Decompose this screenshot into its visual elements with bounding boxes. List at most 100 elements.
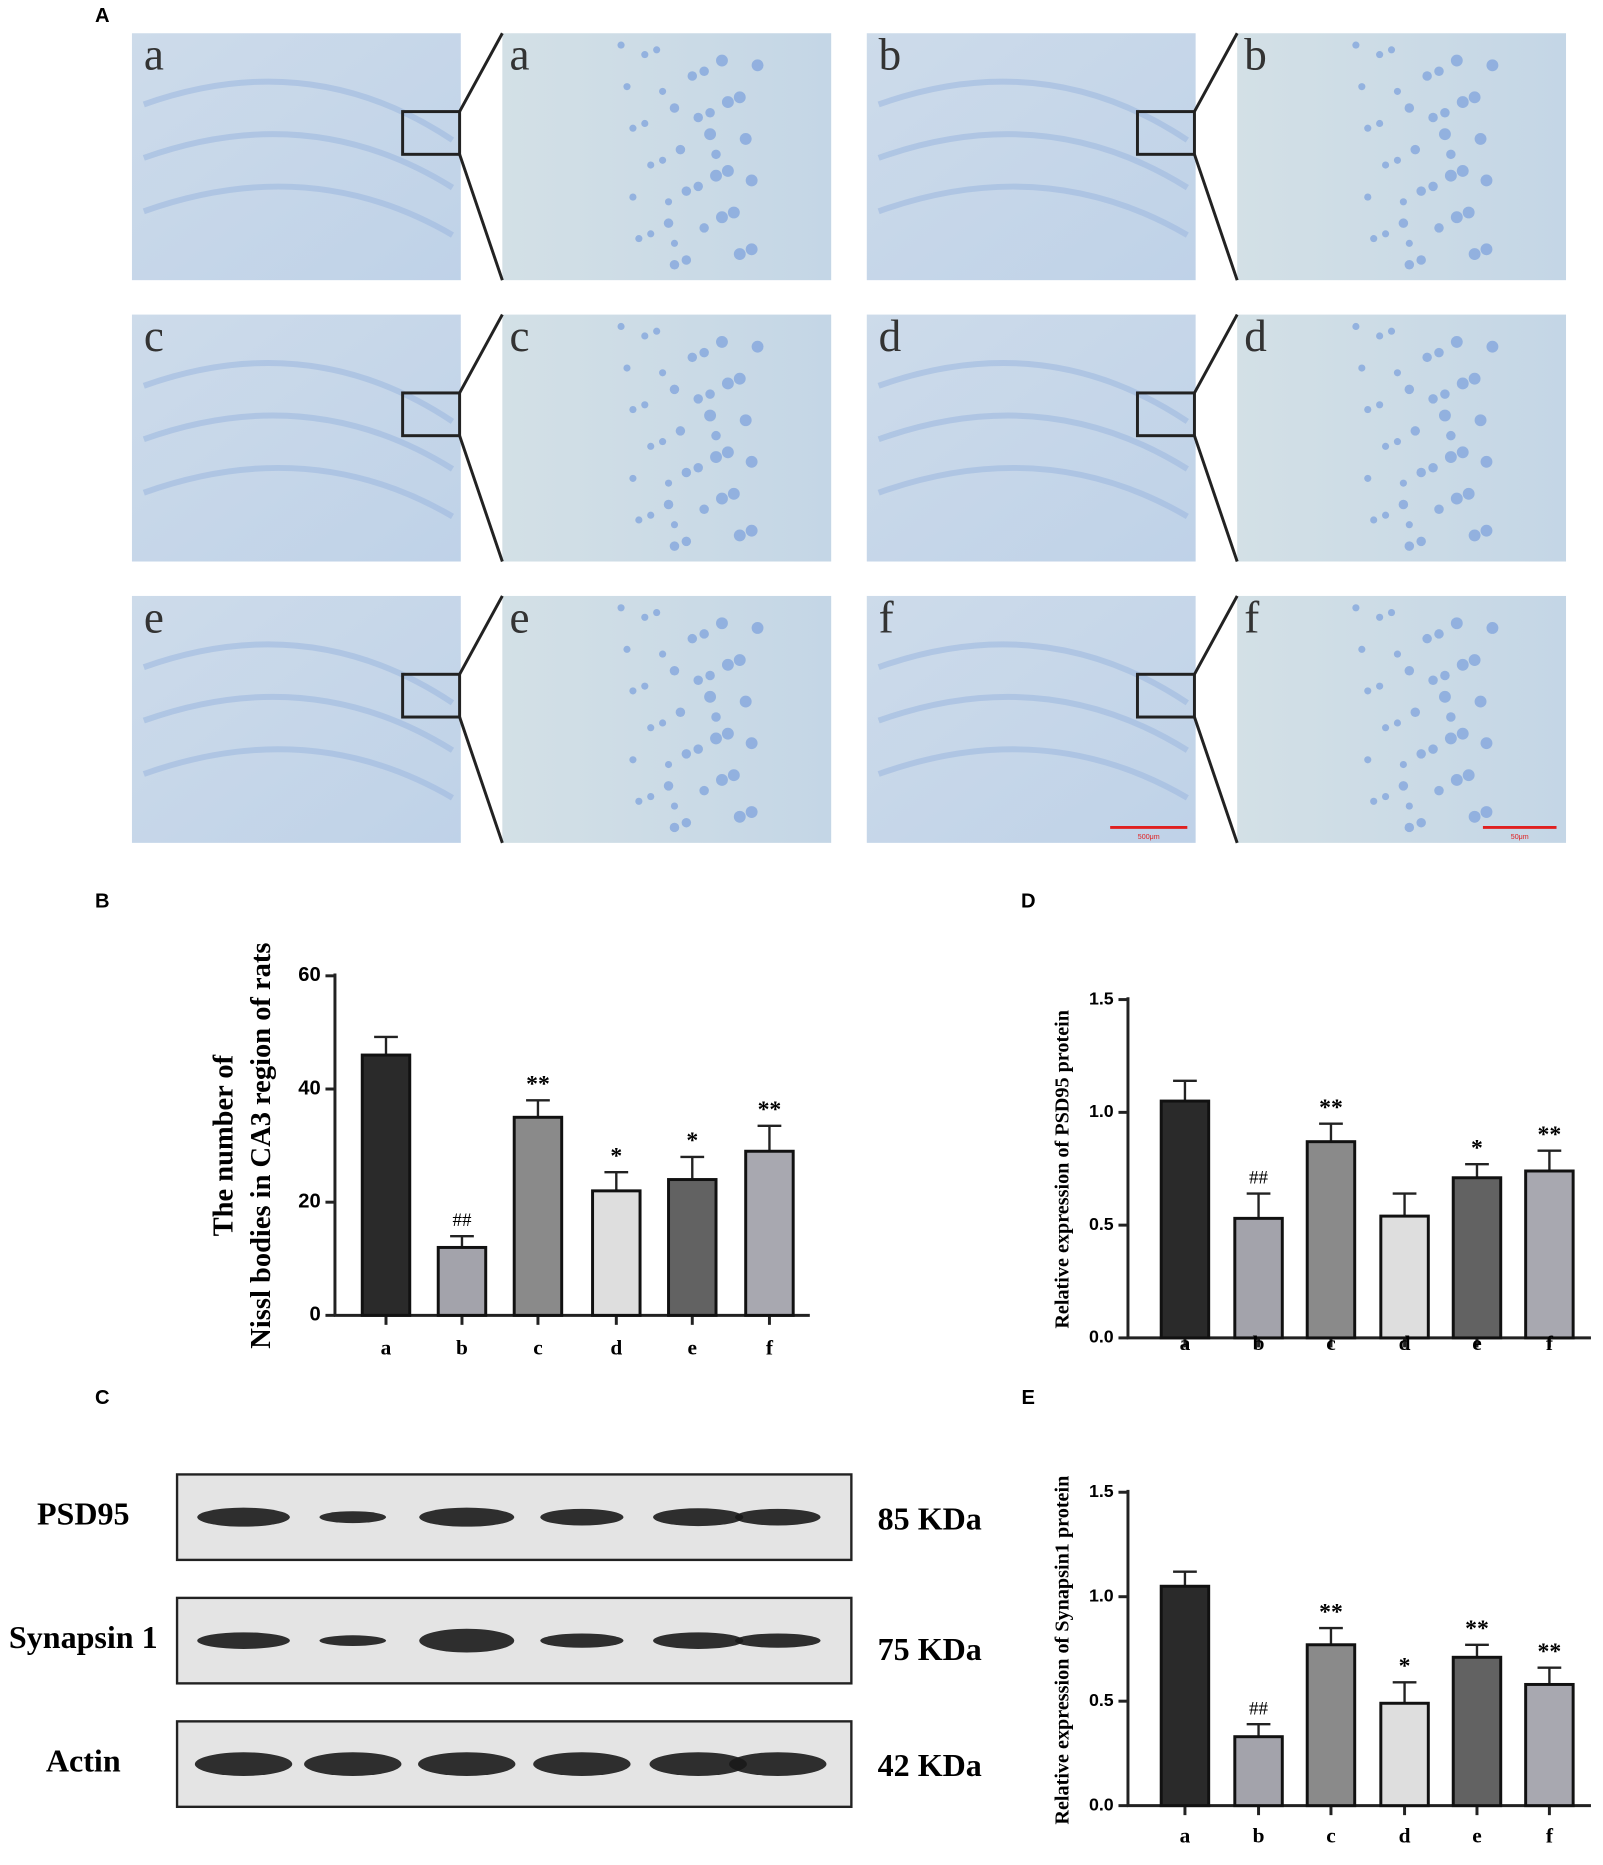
blot-band bbox=[419, 1507, 515, 1527]
cell bbox=[1434, 504, 1444, 515]
bar bbox=[1524, 1682, 1575, 1808]
cell bbox=[1376, 51, 1384, 59]
cell bbox=[1440, 670, 1450, 681]
cell bbox=[699, 223, 709, 233]
cell bbox=[710, 451, 722, 463]
cell bbox=[1480, 524, 1493, 537]
cell bbox=[1404, 541, 1415, 551]
cell bbox=[1393, 87, 1402, 95]
image-label: a bbox=[144, 30, 164, 80]
cell bbox=[1444, 732, 1457, 745]
cell bbox=[1450, 617, 1463, 630]
scale-bar-label: 500μm bbox=[1138, 833, 1160, 841]
overview-image bbox=[131, 595, 461, 843]
cell bbox=[1382, 793, 1390, 801]
blot-band bbox=[540, 1508, 624, 1526]
cell bbox=[1468, 91, 1481, 104]
cell bbox=[1364, 406, 1372, 414]
cell bbox=[623, 645, 631, 653]
cell bbox=[629, 124, 637, 132]
tissue-band bbox=[142, 464, 454, 519]
image-label: b bbox=[879, 30, 902, 80]
tissue-band bbox=[877, 412, 1189, 472]
cell bbox=[687, 71, 698, 81]
cell bbox=[669, 822, 680, 833]
panel-label: E bbox=[1022, 1387, 1035, 1409]
cell bbox=[727, 769, 740, 782]
tissue-band bbox=[142, 131, 455, 191]
blot-band bbox=[319, 1511, 387, 1524]
blot-band bbox=[194, 1752, 293, 1776]
cell bbox=[681, 536, 692, 547]
overview-image bbox=[866, 314, 1196, 562]
cell bbox=[1416, 749, 1426, 759]
cell bbox=[1434, 66, 1444, 76]
bar bbox=[1379, 1214, 1430, 1340]
cell bbox=[1468, 810, 1481, 823]
cell bbox=[1480, 243, 1493, 256]
cell bbox=[617, 322, 625, 331]
tissue-band bbox=[877, 746, 1189, 801]
significance-label: * bbox=[686, 1128, 698, 1154]
cell bbox=[647, 724, 655, 732]
cell bbox=[721, 658, 734, 671]
cell bbox=[1398, 218, 1409, 228]
bar bbox=[1305, 1643, 1357, 1808]
cell bbox=[629, 474, 637, 482]
significance-label: * bbox=[1471, 1135, 1483, 1161]
cell bbox=[641, 613, 649, 621]
cell bbox=[1438, 690, 1451, 703]
cell bbox=[641, 682, 649, 690]
cell bbox=[745, 243, 758, 256]
cell bbox=[1393, 650, 1402, 658]
cell bbox=[1462, 206, 1475, 219]
cell bbox=[681, 255, 692, 265]
cell bbox=[711, 430, 721, 441]
cell bbox=[699, 504, 709, 515]
cell bbox=[1398, 499, 1409, 510]
overview-image bbox=[131, 33, 461, 281]
cell bbox=[653, 327, 661, 335]
zoom-line bbox=[458, 32, 504, 113]
cell bbox=[693, 462, 703, 473]
cell bbox=[1410, 707, 1421, 718]
cell bbox=[1416, 467, 1426, 478]
cell bbox=[623, 83, 631, 91]
cell bbox=[629, 193, 637, 201]
cell bbox=[1462, 769, 1475, 782]
cell bbox=[1364, 756, 1372, 764]
panel-label: C bbox=[95, 1387, 110, 1409]
cell bbox=[705, 670, 715, 681]
tissue-band bbox=[142, 746, 454, 801]
cell bbox=[1486, 340, 1499, 353]
cell bbox=[669, 259, 680, 270]
y-tick-label: 0.0 bbox=[1089, 1794, 1114, 1814]
x-tick-label: b bbox=[1253, 1824, 1265, 1848]
detail-image bbox=[502, 314, 832, 562]
image-label: a bbox=[509, 30, 529, 80]
detail-image bbox=[502, 595, 832, 843]
cell bbox=[623, 364, 631, 372]
bar bbox=[1233, 1216, 1284, 1340]
cell bbox=[1358, 364, 1366, 372]
bar bbox=[1451, 1655, 1503, 1808]
x-tick-label: e bbox=[688, 1336, 697, 1360]
cell bbox=[1486, 622, 1499, 634]
significance-label: ** bbox=[758, 1097, 782, 1123]
cell bbox=[711, 149, 721, 160]
y-axis-label: Relative expression of Synapsin1 protein bbox=[1051, 1476, 1073, 1825]
zoom-box bbox=[401, 110, 462, 156]
significance-label: * bbox=[610, 1143, 622, 1169]
cell bbox=[1450, 774, 1463, 786]
cell bbox=[1480, 455, 1493, 468]
cell bbox=[1387, 609, 1396, 617]
tissue-band bbox=[142, 693, 455, 753]
zoom-line bbox=[1193, 716, 1239, 844]
cell bbox=[1444, 169, 1457, 182]
cell bbox=[699, 785, 709, 796]
cell bbox=[1352, 322, 1360, 331]
bar bbox=[667, 1178, 718, 1317]
cell bbox=[670, 521, 679, 529]
cell bbox=[1446, 149, 1456, 160]
